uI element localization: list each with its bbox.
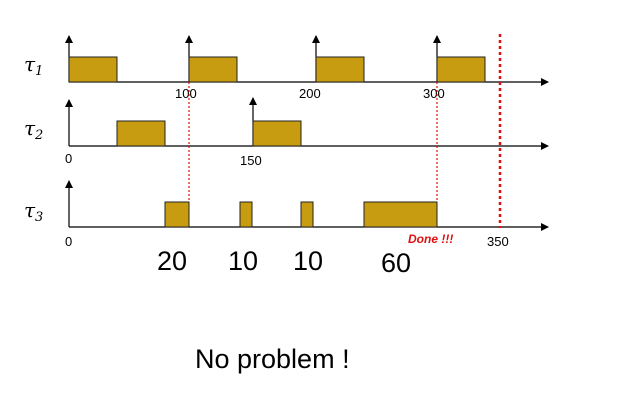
tick-label-0: 0 xyxy=(65,151,72,166)
timeline-tau3: 0 350 Done !!! xyxy=(65,180,549,249)
execution-block xyxy=(116,120,166,147)
execution-block xyxy=(188,56,238,83)
budget-20: 20 xyxy=(157,246,187,276)
tick-label-0: 0 xyxy=(65,234,72,249)
task-label-tau3: τ 3 xyxy=(24,198,43,225)
timeline-tau1: 100 200 300 xyxy=(65,35,549,101)
task-label-tau2: τ 2 xyxy=(24,116,43,143)
budget-60: 60 xyxy=(381,248,411,278)
tick-label-150: 150 xyxy=(240,153,262,168)
svg-text:2: 2 xyxy=(34,128,43,143)
budget-10: 10 xyxy=(293,246,323,276)
done-annotation: Done !!! xyxy=(408,232,453,246)
execution-block xyxy=(239,201,253,228)
execution-block xyxy=(315,56,365,83)
execution-block xyxy=(68,56,118,83)
svg-text:τ: τ xyxy=(24,198,36,222)
svg-text:3: 3 xyxy=(35,210,43,225)
execution-block xyxy=(300,201,314,228)
conclusion-text: No problem ! xyxy=(195,344,350,374)
execution-block xyxy=(252,120,302,147)
execution-block xyxy=(164,201,190,228)
svg-text:1: 1 xyxy=(35,64,43,79)
execution-block xyxy=(436,56,486,83)
timeline-tau2: 0 150 xyxy=(65,97,549,168)
execution-block xyxy=(363,201,438,228)
tick-label-200: 200 xyxy=(299,86,321,101)
svg-text:τ: τ xyxy=(24,116,36,140)
svg-text:τ: τ xyxy=(24,52,36,76)
task-label-tau1: τ 1 xyxy=(24,52,43,79)
tick-label-350: 350 xyxy=(487,234,509,249)
tick-label-100: 100 xyxy=(175,86,197,101)
tick-label-300: 300 xyxy=(423,86,445,101)
budget-10: 10 xyxy=(228,246,258,276)
